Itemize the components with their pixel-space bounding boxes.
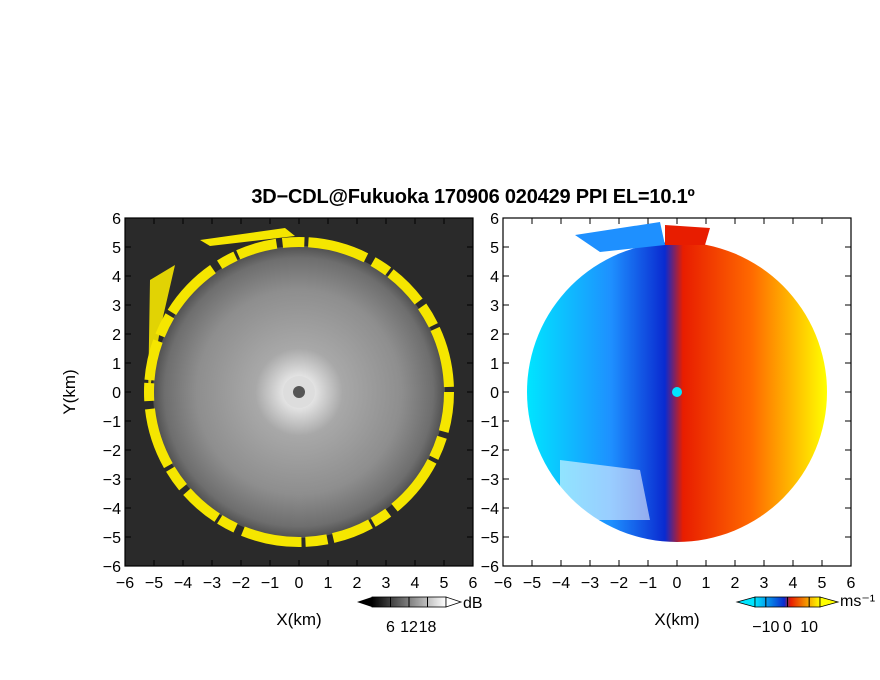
x-tick-label: 3: [760, 575, 769, 592]
velocity-arc-echo-right: [665, 225, 710, 245]
x-tick-label: −6: [116, 575, 134, 592]
x-tick-label: 3: [382, 575, 391, 592]
x-tick-label: 5: [818, 575, 827, 592]
velocity-arc-echo-left: [575, 222, 665, 252]
x-tick-label: 4: [411, 575, 420, 592]
y-tick-label: 3: [490, 298, 499, 315]
velocity-radar-site: [672, 387, 682, 397]
x-tick-label: −1: [639, 575, 657, 592]
x-tick-label: 2: [353, 575, 362, 592]
reflectivity-xlabel: X(km): [276, 610, 321, 629]
colorbar-min-arrow: [357, 597, 372, 607]
y-tick-label: 3: [112, 298, 121, 315]
y-tick-label: −3: [103, 472, 121, 489]
colorbar-max-arrow: [445, 596, 463, 608]
x-tick-label: −4: [174, 575, 192, 592]
y-tick-label: 6: [112, 211, 121, 228]
x-tick-label: −4: [552, 575, 570, 592]
colorbar-tick-label: 0: [783, 619, 792, 636]
reflectivity-colorbar: dB 6 12 18: [357, 595, 483, 636]
reflectivity-colorbar-unit: dB: [463, 595, 483, 612]
colorbar-tick-label: 10: [800, 619, 818, 636]
colorbar-tick-label: −10: [752, 619, 779, 636]
x-tick-label: 1: [702, 575, 711, 592]
reflectivity-side-echo: [148, 265, 175, 400]
x-tick-label: −3: [581, 575, 599, 592]
y-tick-label: 1: [490, 356, 499, 373]
colorbar-tick-label: 6: [386, 619, 395, 636]
colorbar-min-arrow: [735, 596, 756, 608]
figure-title: 3D−CDL@Fukuoka 170906 020429 PPI EL=10.1…: [251, 186, 695, 208]
y-tick-label: 0: [112, 385, 121, 402]
x-tick-label: 4: [789, 575, 798, 592]
y-tick-label: −4: [481, 501, 499, 518]
x-tick-label: −1: [261, 575, 279, 592]
x-tick-label: −2: [232, 575, 250, 592]
x-tick-label: 5: [440, 575, 449, 592]
reflectivity-arc-echo: [200, 228, 295, 246]
y-tick-label: −1: [103, 414, 121, 431]
reflectivity-axes: −6 −5 −4 −3 −2 −1 0 1 2 3 4 5 6 6 5 4 3 2 1 0 −1 −2 −3 −4 −5 −6: [103, 211, 478, 592]
y-tick-label: 2: [112, 327, 121, 344]
y-tick-label: −2: [481, 443, 499, 460]
velocity-colorbar: ms⁻¹ −10 0 10: [735, 593, 875, 636]
reflectivity-ylabel: Y(km): [60, 369, 79, 414]
reflectivity-radar-site: [293, 386, 305, 398]
y-tick-label: −2: [103, 443, 121, 460]
y-tick-label: 2: [490, 327, 499, 344]
y-tick-label: −4: [103, 501, 121, 518]
velocity-colorbar-unit: ms⁻¹: [840, 593, 875, 610]
y-tick-label: −3: [481, 472, 499, 489]
y-tick-label: 4: [490, 269, 499, 286]
y-tick-label: −1: [481, 414, 499, 431]
x-tick-label: 6: [847, 575, 856, 592]
colorbar-tick-label: 18: [419, 619, 437, 636]
y-tick-label: −5: [103, 530, 121, 547]
y-tick-label: 5: [490, 240, 499, 257]
x-tick-label: 0: [673, 575, 682, 592]
x-tick-label: −5: [145, 575, 163, 592]
velocity-xlabel: X(km): [654, 610, 699, 629]
colorbar-tick-label: 12: [400, 619, 418, 636]
x-tick-label: −6: [494, 575, 512, 592]
y-tick-label: 5: [112, 240, 121, 257]
y-tick-label: −6: [481, 559, 499, 576]
x-tick-label: 0: [295, 575, 304, 592]
y-tick-label: −6: [103, 559, 121, 576]
x-tick-label: 2: [731, 575, 740, 592]
velocity-axes: −6 −5 −4 −3 −2 −1 0 1 2 3 4 5 6 6 5 4 3 2 1 0 −1 −2 −3 −4 −5 −6: [481, 211, 856, 592]
y-tick-label: 0: [490, 385, 499, 402]
y-tick-label: 6: [490, 211, 499, 228]
x-tick-label: −5: [523, 575, 541, 592]
y-tick-label: 4: [112, 269, 121, 286]
x-tick-label: −3: [203, 575, 221, 592]
colorbar-max-arrow: [819, 596, 840, 608]
x-tick-label: 1: [324, 575, 333, 592]
y-tick-label: −5: [481, 530, 499, 547]
velocity-gap: [560, 460, 650, 520]
x-tick-label: −2: [610, 575, 628, 592]
x-tick-label: 6: [469, 575, 478, 592]
y-tick-label: 1: [112, 356, 121, 373]
